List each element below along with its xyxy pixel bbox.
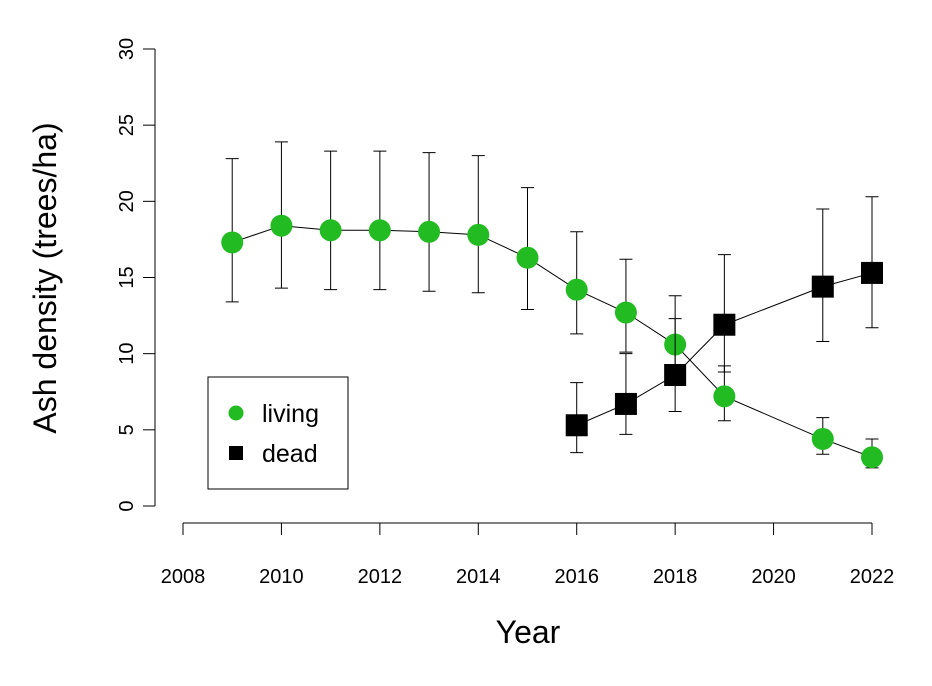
legend-marker <box>229 446 243 460</box>
marker <box>713 313 736 336</box>
legend-label: living <box>262 400 319 428</box>
y-tick-label: 20 <box>116 190 138 212</box>
x-tick-label: 2020 <box>751 566 796 588</box>
x-tick-label: 2018 <box>653 566 698 588</box>
marker <box>221 231 244 254</box>
marker <box>516 246 539 269</box>
y-tick-label: 10 <box>116 343 138 365</box>
x-tick-label: 2010 <box>259 566 304 588</box>
marker <box>565 278 588 301</box>
marker <box>664 363 687 386</box>
marker <box>811 427 834 450</box>
series <box>221 141 883 469</box>
y-tick-label: 30 <box>116 38 138 60</box>
series <box>565 196 883 454</box>
marker <box>713 385 736 408</box>
legend: living dead <box>207 376 349 490</box>
marker <box>467 223 490 246</box>
x-tick-label: 2012 <box>358 566 403 588</box>
error-bar <box>225 158 239 303</box>
y-tick-label: 25 <box>116 114 138 136</box>
x-axis-title: Year <box>496 614 561 650</box>
x-tick-label: 2008 <box>161 566 206 588</box>
marker <box>368 219 391 242</box>
marker <box>614 301 637 324</box>
marker <box>319 219 342 242</box>
x-tick-label: 2022 <box>850 566 895 588</box>
marker <box>811 275 834 298</box>
y-tick-label: 15 <box>116 266 138 288</box>
y-axis-title: Ash density (trees/ha) <box>27 122 63 433</box>
error-bar <box>717 254 731 373</box>
y-tick-label: 5 <box>116 424 138 435</box>
legend-label: dead <box>262 440 318 468</box>
marker <box>614 392 637 415</box>
marker <box>861 446 883 469</box>
marker <box>270 214 293 237</box>
x-tick-label: 2014 <box>456 566 501 588</box>
error-bar <box>816 208 830 342</box>
marker <box>861 261 883 284</box>
marker <box>565 414 588 437</box>
legend-marker <box>228 405 244 421</box>
x-tick-label: 2016 <box>554 566 599 588</box>
legend-box <box>207 376 349 490</box>
marker <box>418 220 441 243</box>
y-tick-label: 0 <box>116 500 138 511</box>
